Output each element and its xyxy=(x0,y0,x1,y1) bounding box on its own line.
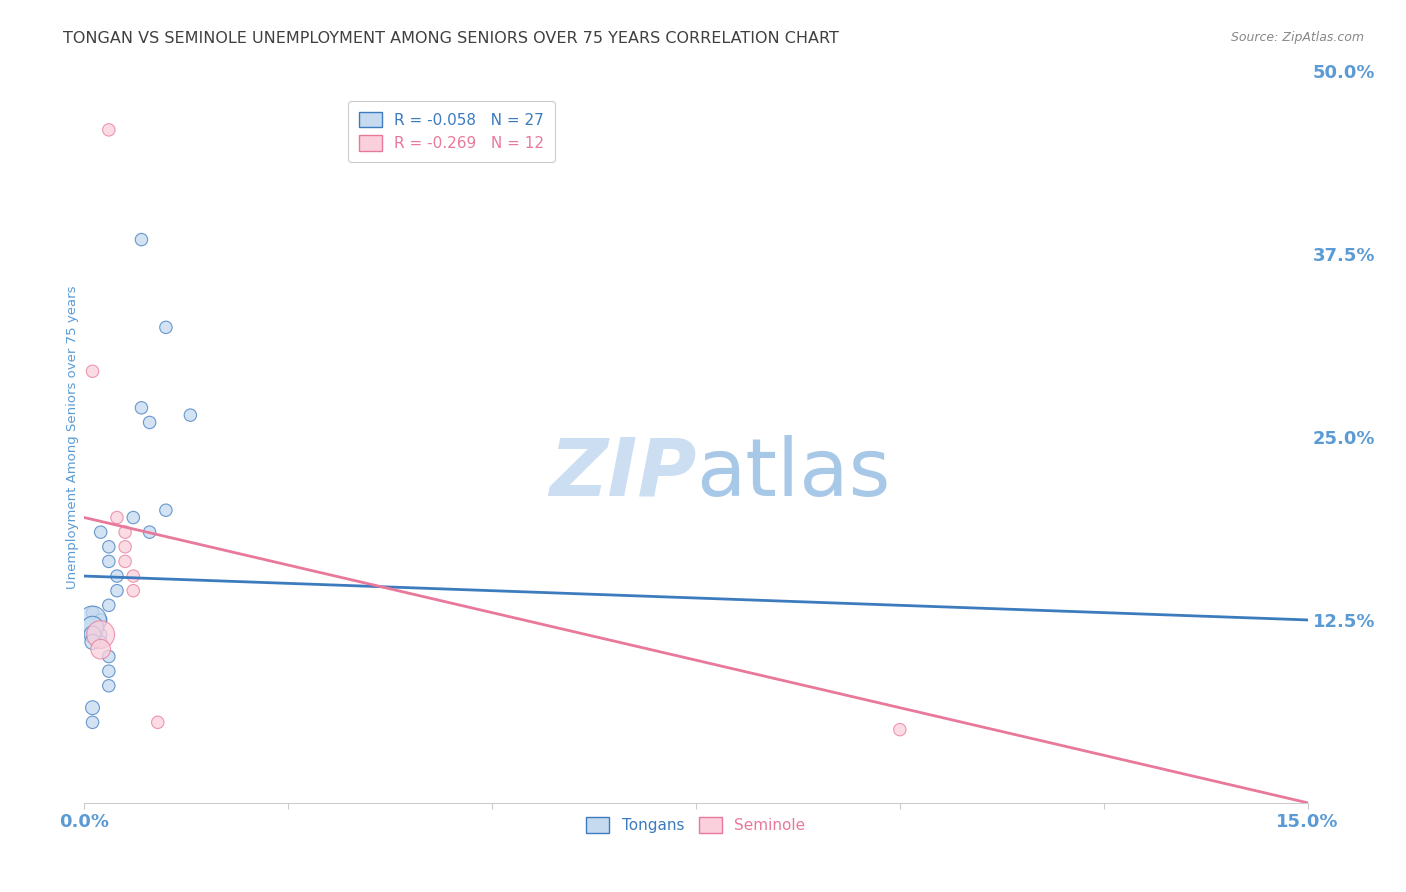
Point xyxy=(82,364,104,378)
Point xyxy=(90,627,112,641)
Point xyxy=(131,401,153,415)
Point xyxy=(97,664,120,678)
Point xyxy=(138,525,160,540)
Point xyxy=(138,416,160,430)
Point xyxy=(90,627,112,641)
Point xyxy=(97,540,120,554)
Point xyxy=(131,233,153,247)
Text: ZIP: ZIP xyxy=(548,434,696,513)
Point xyxy=(82,606,104,620)
Point xyxy=(889,723,911,737)
Legend: Tongans, Seminole: Tongans, Seminole xyxy=(581,811,811,839)
Text: TONGAN VS SEMINOLE UNEMPLOYMENT AMONG SENIORS OVER 75 YEARS CORRELATION CHART: TONGAN VS SEMINOLE UNEMPLOYMENT AMONG SE… xyxy=(63,31,839,46)
Point xyxy=(122,510,145,524)
Point xyxy=(97,554,120,568)
Point xyxy=(90,613,112,627)
Point xyxy=(90,525,112,540)
Point xyxy=(82,715,104,730)
Point xyxy=(155,503,177,517)
Point xyxy=(114,554,136,568)
Point xyxy=(82,613,104,627)
Point xyxy=(82,700,104,714)
Point xyxy=(90,642,112,657)
Point xyxy=(122,569,145,583)
Point xyxy=(90,635,112,649)
Point xyxy=(97,679,120,693)
Point xyxy=(97,599,120,613)
Point xyxy=(97,649,120,664)
Point xyxy=(105,583,128,598)
Point xyxy=(122,583,145,598)
Point xyxy=(97,123,120,137)
Point xyxy=(114,540,136,554)
Point xyxy=(82,635,104,649)
Point xyxy=(82,620,104,634)
Text: atlas: atlas xyxy=(696,434,890,513)
Point xyxy=(146,715,169,730)
Point xyxy=(114,525,136,540)
Point xyxy=(105,569,128,583)
Point xyxy=(82,627,104,641)
Point xyxy=(179,408,201,422)
Text: Source: ZipAtlas.com: Source: ZipAtlas.com xyxy=(1230,31,1364,45)
Y-axis label: Unemployment Among Seniors over 75 years: Unemployment Among Seniors over 75 years xyxy=(66,285,79,589)
Point xyxy=(155,320,177,334)
Point xyxy=(105,510,128,524)
